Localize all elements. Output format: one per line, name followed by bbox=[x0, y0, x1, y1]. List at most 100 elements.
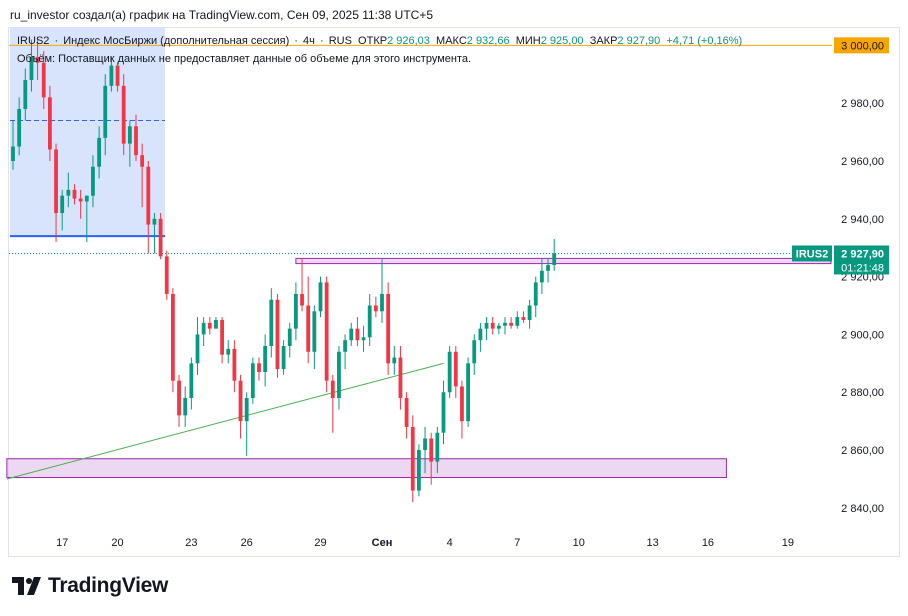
candle-body bbox=[337, 351, 341, 399]
candle-body bbox=[509, 322, 514, 326]
legend-instrument-name: Индекс МосБиржи (дополнительная сессия) bbox=[63, 35, 290, 47]
candle-body bbox=[330, 380, 335, 399]
tradingview-logo-icon bbox=[12, 577, 41, 595]
candle-body bbox=[324, 282, 329, 381]
candle-body bbox=[380, 293, 384, 312]
candle-body bbox=[484, 322, 489, 329]
candle-body bbox=[127, 126, 132, 144]
candle-body bbox=[23, 80, 28, 109]
trendline bbox=[6, 362, 444, 480]
x-tick-label: 20 bbox=[111, 537, 123, 549]
chart-frame bbox=[8, 27, 900, 557]
candle-body bbox=[134, 126, 138, 156]
candle-body bbox=[392, 357, 397, 364]
candle-body bbox=[84, 195, 89, 202]
legend-symbol[interactable]: IRUS2 bbox=[17, 35, 50, 47]
candle-body bbox=[250, 363, 255, 399]
candle-body bbox=[207, 322, 212, 329]
candle-body bbox=[423, 438, 427, 451]
candle-body bbox=[490, 322, 495, 329]
candle-body bbox=[318, 282, 323, 312]
y-tick-label: 2 940,00 bbox=[841, 214, 884, 226]
candle-body bbox=[91, 166, 95, 196]
legend-close-value: 2 927,90 bbox=[617, 35, 661, 47]
candle-body bbox=[11, 146, 15, 161]
zone-lower bbox=[6, 458, 727, 479]
x-tick-label: 29 bbox=[314, 537, 326, 549]
symbol-legend: IRUS2 · Индекс МосБиржи (дополнительная … bbox=[17, 35, 743, 47]
x-tick-label: 7 bbox=[514, 537, 520, 549]
x-tick-label: 16 bbox=[702, 537, 714, 549]
candle-body bbox=[294, 293, 298, 329]
candle-body bbox=[140, 155, 145, 167]
symbol-price-tag bbox=[792, 245, 832, 262]
candle-body bbox=[367, 305, 372, 338]
candles bbox=[11, 39, 557, 503]
legend-interval[interactable]: 4ч bbox=[303, 35, 315, 47]
candle-body bbox=[257, 363, 261, 373]
candle-body bbox=[521, 317, 526, 320]
candle-body bbox=[109, 65, 114, 86]
candle-body bbox=[72, 189, 77, 199]
candle-body bbox=[343, 340, 347, 352]
x-tick-label: 4 bbox=[447, 537, 453, 549]
candle-body bbox=[287, 328, 292, 346]
candle-body bbox=[115, 65, 120, 86]
candle-body bbox=[386, 293, 391, 364]
y-tick-label: 2 860,00 bbox=[841, 445, 884, 457]
x-tick-label: 19 bbox=[782, 537, 794, 549]
y-tick-label: 2 900,00 bbox=[841, 329, 884, 341]
candle-body bbox=[404, 398, 409, 427]
candle-body bbox=[453, 351, 458, 387]
candle-body bbox=[312, 311, 317, 352]
legend-high-label: МАКС bbox=[436, 35, 467, 47]
candle-body bbox=[435, 432, 440, 462]
candle-body bbox=[35, 56, 40, 63]
candle-body bbox=[275, 299, 280, 370]
candle-body bbox=[78, 198, 83, 202]
candle-body bbox=[171, 293, 175, 381]
candle-body bbox=[158, 218, 163, 257]
resistance-price-label: 3 000,00 bbox=[841, 40, 884, 52]
candle-body bbox=[164, 256, 169, 294]
legend-change-value: +4,71 (+0,16%) bbox=[666, 35, 743, 47]
candle-body bbox=[300, 293, 304, 306]
candle-body bbox=[552, 253, 557, 266]
candle-body bbox=[232, 348, 237, 381]
candle-body bbox=[244, 398, 249, 422]
y-tick-label: 2 840,00 bbox=[841, 503, 884, 515]
tradingview-logo[interactable]: TradingView bbox=[12, 574, 168, 598]
candle-body bbox=[540, 270, 544, 283]
x-tick-label: 10 bbox=[573, 537, 585, 549]
candle-body bbox=[441, 392, 446, 433]
candle-body bbox=[97, 137, 101, 167]
candle-body bbox=[355, 328, 360, 341]
candle-body bbox=[472, 340, 477, 364]
candle-body bbox=[546, 265, 550, 271]
candle-body bbox=[29, 56, 34, 81]
candle-body bbox=[121, 85, 126, 144]
y-tick-label: 2 880,00 bbox=[841, 387, 884, 399]
candle-body bbox=[281, 345, 286, 370]
candle-body bbox=[146, 166, 151, 225]
candle-body bbox=[398, 357, 403, 399]
legend-high-value: 2 932,66 bbox=[466, 35, 510, 47]
candle-body bbox=[214, 319, 218, 329]
legend-low-label: МИН bbox=[515, 35, 541, 47]
candle-body bbox=[417, 450, 421, 491]
candle-body bbox=[103, 85, 108, 138]
candle-body bbox=[373, 305, 378, 312]
legend-low-value: 2 925,00 bbox=[540, 35, 584, 47]
y-tick-label: 2 960,00 bbox=[841, 156, 884, 168]
candle-body bbox=[220, 319, 224, 355]
candle-body bbox=[361, 337, 366, 341]
candle-body bbox=[183, 398, 188, 416]
candle-body bbox=[503, 322, 507, 326]
x-tick-label: Сен bbox=[372, 537, 393, 549]
legend-exchange: RUS bbox=[328, 35, 352, 47]
chart-attribution: ru_investor создал(а) график на TradingV… bbox=[10, 8, 434, 22]
zone-upper bbox=[295, 257, 832, 265]
candle-body bbox=[226, 348, 231, 355]
candle-body bbox=[17, 108, 22, 147]
